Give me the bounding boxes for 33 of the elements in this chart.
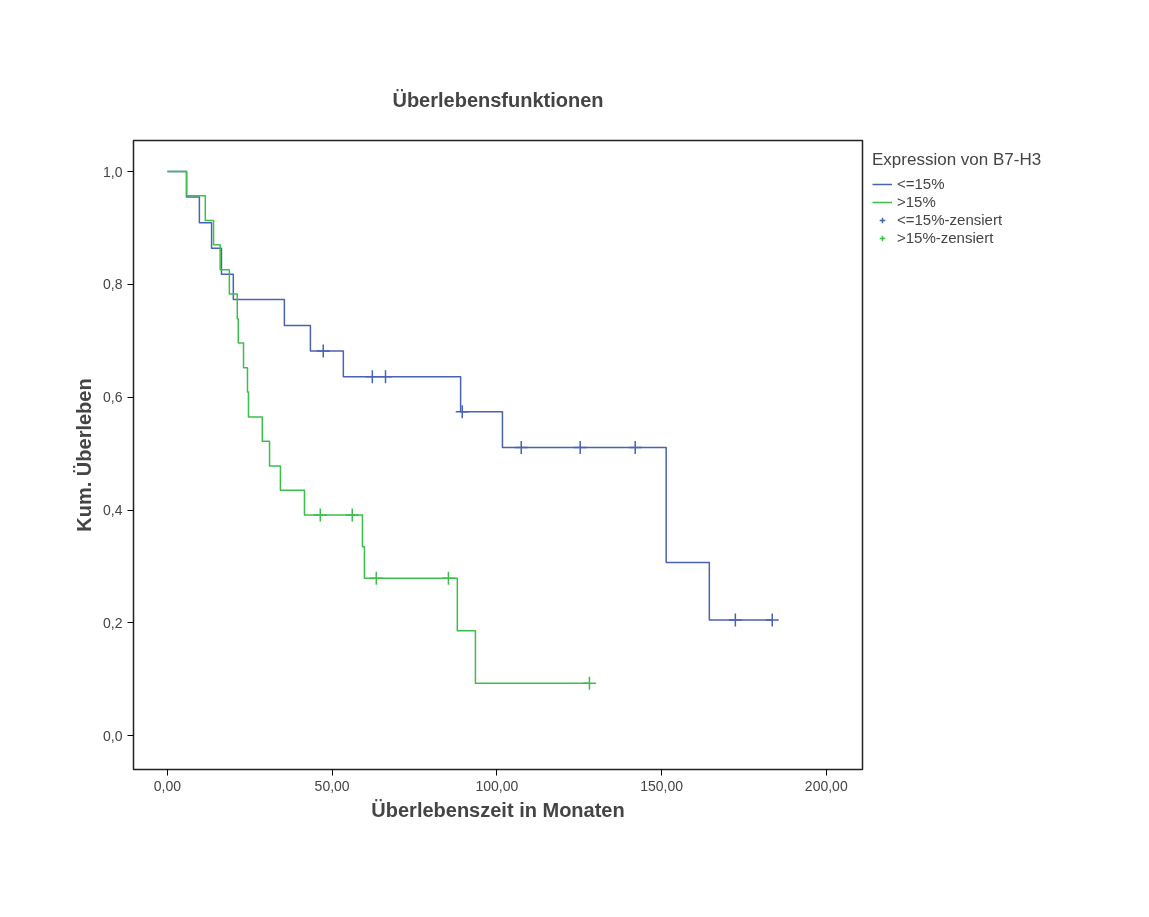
x-tick-label: 50,00	[314, 777, 350, 794]
point	[315, 343, 331, 359]
x-axis-title: Überlebenszeit in Monaten	[371, 798, 625, 821]
point	[513, 440, 529, 455]
x-tick-label: 200,00	[804, 777, 848, 794]
chart-title: Überlebensfunktionen	[392, 88, 604, 111]
point	[313, 507, 328, 523]
point	[378, 369, 393, 385]
y-tick-label: 0,2	[103, 614, 123, 631]
y-tick-label: 0,0	[103, 727, 123, 744]
point	[369, 571, 384, 586]
legend-label: <=15%-zensiert	[897, 211, 1003, 228]
point	[441, 571, 456, 586]
legend-label: >15%-zensiert	[897, 229, 994, 246]
point	[728, 612, 743, 628]
y-tick-label: 1,0	[103, 163, 123, 180]
legend-label: <=15%	[897, 175, 945, 192]
x-tick-label: 100,00	[475, 777, 519, 794]
point	[455, 404, 470, 420]
point	[365, 369, 380, 385]
y-tick-label: 0,4	[103, 502, 123, 518]
y-tick-label: 0,6	[103, 389, 123, 406]
point	[344, 507, 360, 523]
y-axis-title: Kum. Überleben	[73, 378, 96, 532]
x-tick-label: 150,00	[640, 777, 684, 794]
point	[764, 612, 780, 628]
legend-title: Expression von B7-H3	[872, 150, 1042, 170]
y-tick-label: 0,8	[103, 276, 123, 293]
point	[582, 675, 597, 691]
x-tick-label: 0,00	[153, 777, 182, 794]
legend-label: >15%	[897, 193, 936, 210]
point	[572, 440, 588, 455]
point	[627, 440, 643, 455]
